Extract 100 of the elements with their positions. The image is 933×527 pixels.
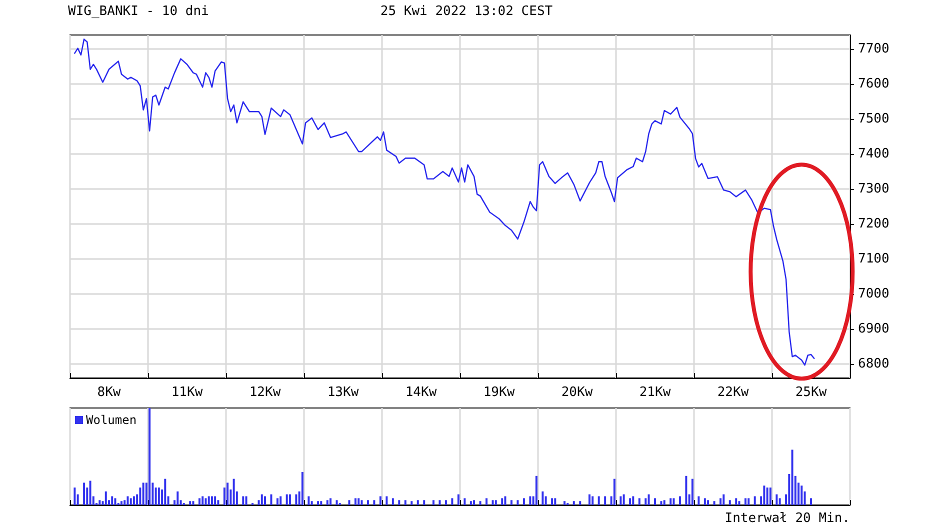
bar bbox=[114, 498, 116, 505]
x-tick-label: 19Kw bbox=[483, 385, 515, 400]
bar bbox=[348, 500, 350, 505]
bar bbox=[245, 496, 248, 505]
bar bbox=[204, 498, 207, 505]
bar bbox=[210, 496, 213, 505]
bar bbox=[698, 496, 700, 505]
bar bbox=[198, 498, 200, 505]
bar bbox=[501, 498, 504, 505]
bar bbox=[308, 496, 310, 505]
bar bbox=[444, 500, 447, 505]
bar bbox=[672, 498, 675, 505]
bar bbox=[778, 498, 781, 505]
y-tick-label: 7500 bbox=[858, 112, 890, 126]
bar bbox=[270, 494, 272, 505]
bar bbox=[722, 494, 725, 505]
bar bbox=[132, 496, 135, 505]
bar bbox=[604, 496, 606, 505]
bar bbox=[644, 498, 647, 505]
bar bbox=[301, 472, 304, 505]
bar bbox=[720, 498, 722, 505]
bar bbox=[638, 498, 640, 505]
bar bbox=[554, 498, 556, 505]
bar bbox=[510, 500, 512, 505]
bar bbox=[264, 496, 266, 505]
bar bbox=[280, 496, 282, 505]
bar bbox=[592, 496, 594, 505]
bar bbox=[317, 501, 320, 505]
bar bbox=[542, 491, 544, 505]
bar bbox=[492, 500, 494, 505]
bar bbox=[598, 496, 600, 505]
bar bbox=[620, 496, 622, 505]
y-tick-label: 7300 bbox=[858, 182, 890, 196]
bar bbox=[130, 498, 132, 505]
bar bbox=[176, 491, 179, 505]
x-tick-label: 8Kw bbox=[97, 385, 121, 400]
bar bbox=[192, 501, 194, 505]
bar bbox=[579, 501, 582, 505]
bar bbox=[226, 482, 229, 505]
bar bbox=[242, 496, 244, 505]
bar bbox=[111, 496, 114, 505]
bar bbox=[728, 500, 731, 505]
bar bbox=[288, 494, 291, 505]
bar bbox=[744, 498, 746, 505]
y-tick-label: 7600 bbox=[858, 76, 890, 92]
bar bbox=[74, 488, 76, 505]
bar bbox=[691, 478, 694, 505]
bar bbox=[398, 500, 400, 505]
chart-subtitle: 25 Kwi 2022 13:02 CEST bbox=[380, 4, 553, 19]
bar bbox=[164, 478, 166, 505]
y-tick-label: 7100 bbox=[858, 252, 890, 266]
bar bbox=[354, 498, 356, 505]
x-tick-label: 14Kw bbox=[405, 385, 437, 400]
x-tick-label: 20Kw bbox=[561, 385, 593, 400]
bar bbox=[735, 498, 738, 505]
bar bbox=[260, 494, 263, 505]
bar bbox=[232, 478, 235, 505]
bar bbox=[451, 498, 454, 505]
bar bbox=[707, 500, 710, 505]
legend-label: Wolumen bbox=[86, 413, 137, 427]
bar bbox=[622, 494, 625, 505]
bar bbox=[704, 498, 706, 505]
bar bbox=[685, 476, 688, 505]
bar bbox=[613, 478, 616, 505]
bar bbox=[360, 500, 363, 505]
bar bbox=[588, 494, 590, 505]
bar bbox=[404, 500, 406, 505]
y-tick-label: 6900 bbox=[858, 322, 890, 336]
bar bbox=[432, 500, 434, 505]
x-tick-label: 21Kw bbox=[639, 385, 671, 400]
bar bbox=[564, 501, 566, 505]
x-tick-label: 11Kw bbox=[171, 385, 203, 400]
text: Interwał 20 Min. bbox=[724, 511, 850, 526]
y-tick-label: 7000 bbox=[858, 286, 890, 302]
x-tick-label: 13Kw bbox=[327, 385, 359, 400]
bar bbox=[158, 488, 160, 505]
bar bbox=[386, 496, 388, 505]
bar bbox=[208, 496, 210, 505]
bar bbox=[810, 498, 812, 505]
bar bbox=[486, 498, 488, 505]
bar bbox=[98, 500, 101, 505]
bar bbox=[748, 498, 750, 505]
bar bbox=[754, 496, 756, 505]
bar bbox=[632, 496, 634, 505]
bar bbox=[336, 500, 338, 505]
bar bbox=[124, 500, 126, 505]
bar bbox=[358, 498, 360, 505]
bar bbox=[648, 494, 650, 505]
bar bbox=[738, 501, 740, 505]
line-series bbox=[74, 38, 815, 366]
bar bbox=[120, 501, 122, 505]
bar bbox=[202, 496, 204, 505]
bar bbox=[214, 496, 216, 505]
bar bbox=[800, 486, 803, 505]
bar bbox=[629, 498, 632, 505]
x-tick-label: 22Kw bbox=[717, 385, 749, 400]
bar bbox=[494, 500, 497, 505]
bar bbox=[654, 498, 656, 505]
bar bbox=[410, 501, 413, 505]
bar bbox=[295, 494, 298, 505]
